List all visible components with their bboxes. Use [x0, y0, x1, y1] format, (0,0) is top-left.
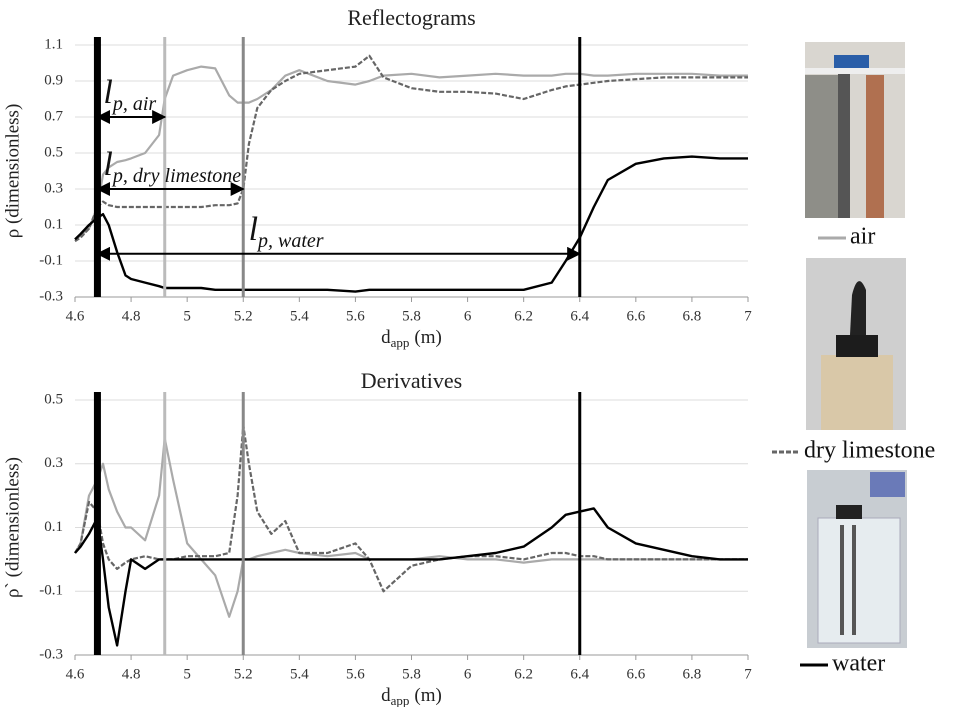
x-tick-label: 4.8: [122, 666, 141, 682]
y-tick-label: -0.1: [39, 583, 63, 599]
x-tick-label: 6: [464, 308, 472, 324]
annotation-main: l: [249, 211, 258, 248]
annotation-sub: p, air: [111, 93, 157, 115]
photo-dry-limestone: [806, 258, 906, 430]
x-label-unit: (m): [414, 327, 441, 348]
x-label-unit: (m): [414, 685, 441, 706]
y-tick-label: -0.1: [39, 252, 63, 268]
chart: Derivatives -0.3 -0.1 0.1 0.3 0.5 4.6 4.8 5 5.2 5.…: [2, 368, 752, 707]
y-tick-label: 0.7: [44, 108, 63, 124]
series-line: [74, 507, 748, 647]
x-tick-label: 5.4: [290, 666, 309, 682]
x-tick-label: 6.8: [683, 308, 702, 324]
x-tick-label: 5: [183, 308, 191, 324]
x-tick-label: 5.8: [402, 308, 421, 324]
x-label-sub: app: [391, 335, 410, 350]
legend: air dry limestone water: [772, 224, 935, 677]
x-tick-label: 6.8: [683, 666, 702, 682]
x-tick-label: 6: [464, 666, 472, 682]
y-axis-label: ρ (dimensionless): [2, 104, 23, 239]
charts: Reflectograms -0.3 -0.1 0.1 0.3 0.5 0.7 0.9 1.1 4…: [2, 5, 752, 707]
chart-title: Derivatives: [361, 368, 462, 393]
annotation-label: lp, air: [103, 74, 156, 115]
chart-title: Reflectograms: [347, 5, 475, 30]
annotation-label: lp, dry limestone: [103, 146, 241, 187]
x-tick-label: 6.4: [570, 666, 589, 682]
y-axis-label: ρ` (dimensionless): [2, 457, 23, 598]
y-tick-label: 0.1: [44, 519, 63, 535]
y-tick-label: 0.9: [44, 72, 63, 88]
x-tick-label: 6.2: [514, 308, 533, 324]
legend-label: dry limestone: [804, 438, 935, 464]
y-tick-label: 0.1: [44, 216, 63, 232]
y-tick-label: 0.5: [44, 144, 63, 160]
series-line: [74, 424, 748, 593]
x-tick-label: 4.6: [66, 666, 85, 682]
x-tick-label: 7: [744, 308, 752, 324]
series-line: [74, 54, 748, 243]
x-tick-label: 4.8: [122, 308, 141, 324]
x-tick-label: 5.8: [402, 666, 421, 682]
y-tick-label: 1.1: [44, 36, 63, 52]
photo-air: [805, 42, 905, 218]
x-tick-label: 5.2: [234, 308, 253, 324]
x-tick-label: 7: [744, 666, 752, 682]
x-label-main: d: [381, 685, 391, 706]
legend-label: water: [832, 651, 885, 677]
x-tick-label: 5: [183, 666, 191, 682]
legend-label: air: [850, 224, 875, 250]
annotation-label: lp, water: [249, 211, 324, 252]
x-tick-label: 5.2: [234, 666, 253, 682]
x-tick-label: 4.6: [66, 308, 85, 324]
annotation-main: l: [103, 146, 112, 183]
chart: Reflectograms -0.3 -0.1 0.1 0.3 0.5 0.7 0.9 1.1 4…: [2, 5, 752, 350]
x-label-main: d: [381, 327, 391, 348]
photo-water: [807, 470, 907, 648]
annotation-sub: p, dry limestone: [111, 165, 241, 187]
x-tick-label: 5.6: [346, 666, 365, 682]
x-tick-label: 6.6: [626, 666, 645, 682]
y-tick-label: 0.3: [44, 455, 63, 471]
x-tick-label: 5.6: [346, 308, 365, 324]
annotation-main: l: [103, 74, 112, 111]
x-tick-label: 6.2: [514, 666, 533, 682]
x-axis-label: dapp (m): [381, 685, 442, 707]
x-tick-label: 6.4: [570, 308, 589, 324]
x-tick-label: 6.6: [626, 308, 645, 324]
x-label-sub: app: [391, 693, 410, 707]
y-tick-label: -0.3: [39, 646, 63, 662]
y-tick-label: 0.3: [44, 180, 63, 196]
y-tick-label: 0.5: [44, 391, 63, 407]
y-tick-label: -0.3: [39, 288, 63, 304]
x-tick-label: 5.4: [290, 308, 309, 324]
x-axis-label: dapp (m): [381, 327, 442, 350]
annotation-sub: p, water: [256, 229, 324, 251]
